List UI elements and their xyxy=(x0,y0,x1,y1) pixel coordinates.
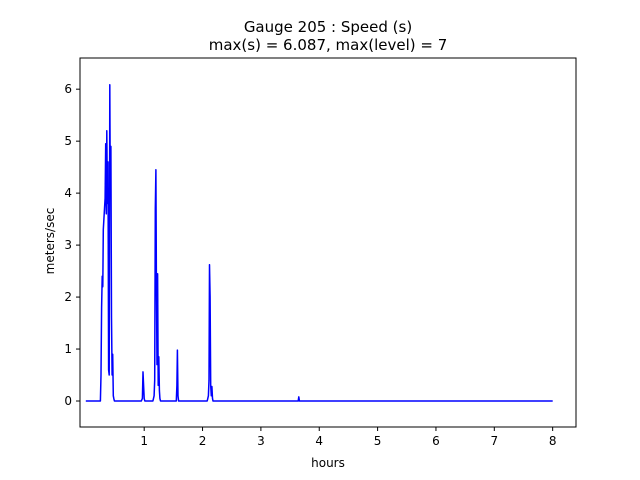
x-tick-label: 6 xyxy=(432,434,440,448)
plot-area xyxy=(79,57,577,428)
y-axis-ticks: 0 1 2 3 4 5 6 xyxy=(64,82,80,408)
x-tick-label: 7 xyxy=(490,434,498,448)
y-tick-label: 1 xyxy=(64,342,72,356)
y-tick-label: 2 xyxy=(64,290,72,304)
x-tick-label: 8 xyxy=(549,434,557,448)
x-tick-label: 2 xyxy=(199,434,207,448)
x-tick-label: 3 xyxy=(257,434,265,448)
x-axis-ticks: 1 2 3 4 5 6 7 8 xyxy=(140,427,556,448)
y-tick-label: 3 xyxy=(64,238,72,252)
x-tick-label: 5 xyxy=(374,434,382,448)
chart-title-line2: max(s) = 6.087, max(level) = 7 xyxy=(209,36,447,54)
y-axis-label: meters/sec xyxy=(43,208,57,275)
y-tick-label: 4 xyxy=(64,186,72,200)
y-tick-label: 6 xyxy=(64,82,72,96)
series-layer xyxy=(85,83,553,402)
y-tick-label: 5 xyxy=(64,134,72,148)
series-line-speed xyxy=(85,83,553,402)
x-tick-label: 1 xyxy=(140,434,148,448)
x-axis-label: hours xyxy=(311,456,345,470)
y-tick-label: 0 xyxy=(64,394,72,408)
chart-title-line1: Gauge 205 : Speed (s) xyxy=(244,18,412,36)
x-tick-label: 4 xyxy=(315,434,323,448)
